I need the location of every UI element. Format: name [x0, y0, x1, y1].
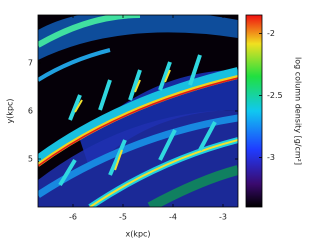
x-tick-label: -6: [69, 213, 77, 222]
x-tick-label: -4: [169, 213, 177, 222]
y-tick-label: 5: [28, 155, 33, 164]
colorbar-tick-label: -3: [267, 153, 275, 162]
x-tick-label: -5: [119, 213, 127, 222]
x-tick-label: -3: [219, 213, 227, 222]
y-tick-label: 7: [28, 59, 33, 68]
y-tick-label: 6: [28, 107, 33, 116]
colorbar: [245, 14, 263, 208]
density-map: [38, 15, 238, 207]
colorbar-tick-label: -2: [267, 29, 275, 38]
x-axis-label: x(kpc): [125, 230, 150, 239]
colorbar-label: log column density [g/cm²]: [294, 57, 303, 165]
colorbar-tick-label: -2.5: [267, 91, 283, 100]
y-axis-label: y(kpc): [6, 98, 15, 123]
